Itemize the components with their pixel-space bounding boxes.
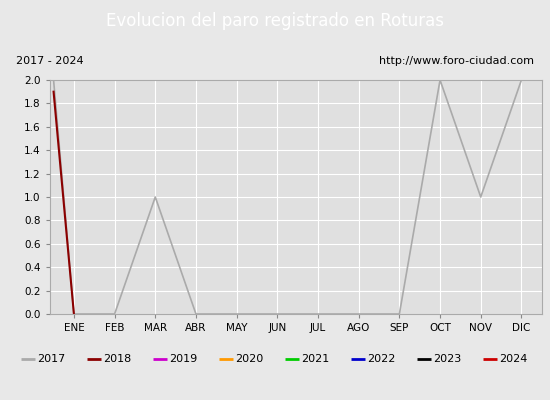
Text: 2022: 2022 (367, 354, 396, 364)
Text: 2021: 2021 (301, 354, 329, 364)
Text: 2019: 2019 (169, 354, 197, 364)
Text: 2024: 2024 (499, 354, 528, 364)
Text: 2017: 2017 (37, 354, 65, 364)
Text: http://www.foro-ciudad.com: http://www.foro-ciudad.com (379, 56, 534, 66)
Text: 2018: 2018 (103, 354, 131, 364)
Text: 2020: 2020 (235, 354, 263, 364)
Text: 2017 - 2024: 2017 - 2024 (16, 56, 84, 66)
Text: 2023: 2023 (433, 354, 461, 364)
Text: Evolucion del paro registrado en Roturas: Evolucion del paro registrado en Roturas (106, 12, 444, 30)
